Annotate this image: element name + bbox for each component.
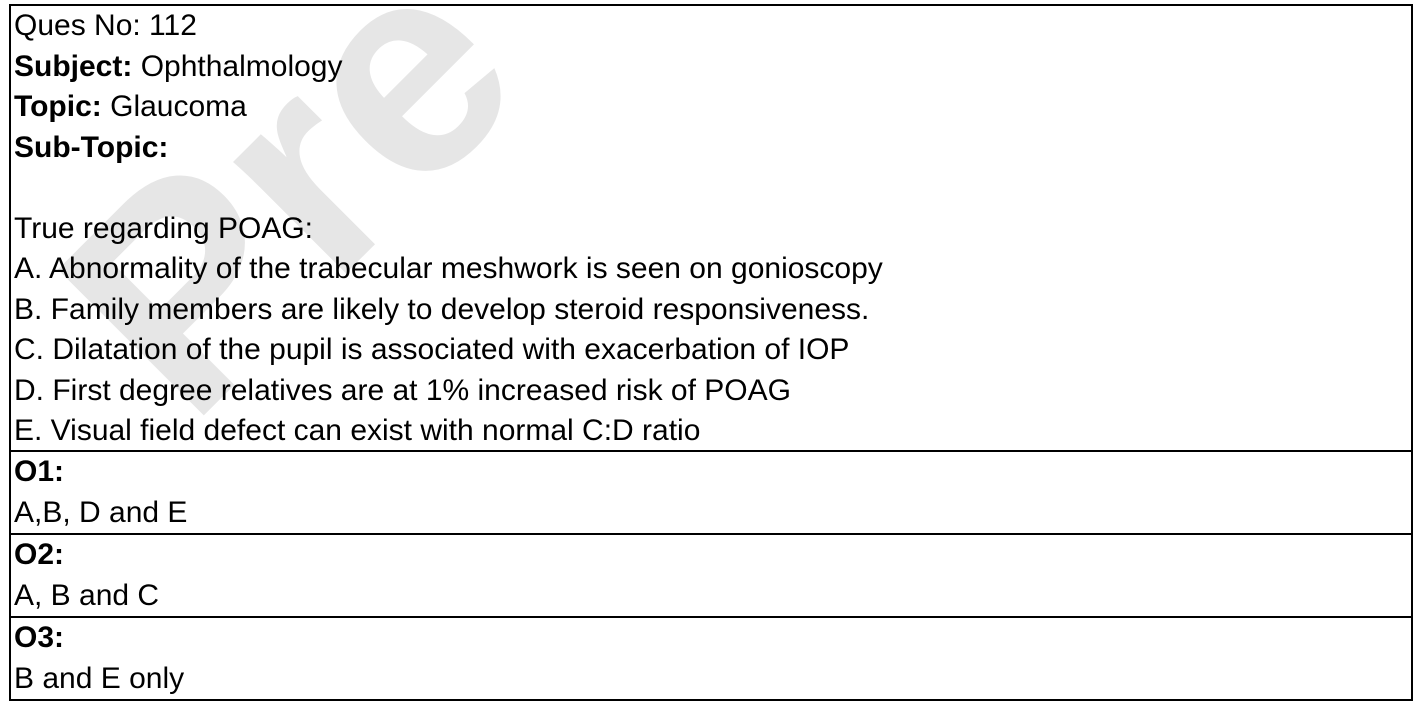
blank-line <box>14 168 1411 209</box>
question-number: Ques No: 112 <box>14 9 197 42</box>
question-block: Ques No: 112 Subject: Ophthalmology Topi… <box>11 6 1411 452</box>
statement-c: C. Dilatation of the pupil is associated… <box>14 333 850 366</box>
subject-value: Ophthalmology <box>140 49 343 83</box>
option-1-label: O1: <box>14 455 65 488</box>
statement-b: B. Family members are likely to develop … <box>14 292 870 326</box>
statement-d: D. First degree relatives are at 1% incr… <box>14 373 791 407</box>
option-1[interactable]: O1: A,B, D and E <box>11 452 1411 535</box>
option-2[interactable]: O2: A, B and C <box>11 535 1411 618</box>
subject-line: Subject: Ophthalmology <box>14 47 1411 88</box>
topic-line: Topic: Glaucoma <box>14 87 1411 128</box>
question-sheet: Ques No: 112 Subject: Ophthalmology Topi… <box>9 4 1413 701</box>
subtopic-line: Sub-Topic: <box>14 128 1411 169</box>
option-3-text: B and E only <box>14 661 185 695</box>
topic-label: Topic: <box>14 90 102 123</box>
subject-label: Subject: <box>14 49 133 83</box>
option-1-text: A,B, D and E <box>14 495 188 529</box>
option-2-text: A, B and C <box>14 578 160 612</box>
option-3-label: O3: <box>14 621 65 654</box>
option-2-label: O2: <box>14 538 65 571</box>
question-stem: True regarding POAG: <box>14 211 314 245</box>
option-3[interactable]: O3: B and E only <box>11 618 1411 698</box>
statement-a: A. Abnormality of the trabecular meshwor… <box>14 252 883 285</box>
subtopic-label: Sub-Topic: <box>14 130 169 164</box>
topic-value: Glaucoma <box>110 90 247 123</box>
statement-e: E. Visual field defect can exist with no… <box>14 414 701 447</box>
